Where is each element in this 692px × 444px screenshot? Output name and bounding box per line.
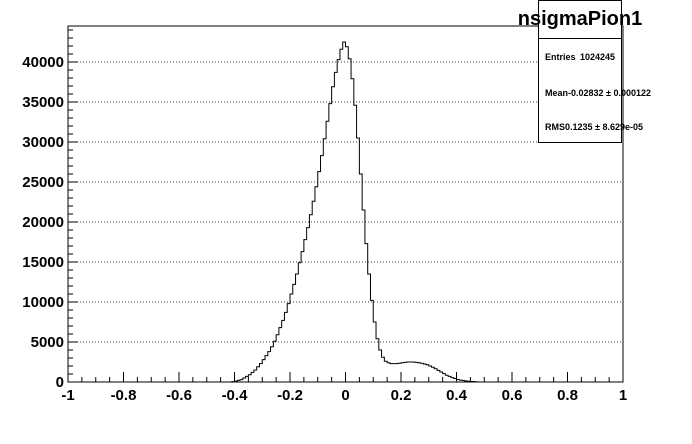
y-tick-label: 20000 xyxy=(22,214,64,231)
x-tick-label: 0.6 xyxy=(502,387,523,404)
stats-title: nsigmaPion1 xyxy=(518,1,642,39)
y-tick-label: 35000 xyxy=(22,94,64,111)
entries-label: Entries xyxy=(545,52,576,62)
x-tick-label: -0.8 xyxy=(111,387,137,404)
histogram-line xyxy=(231,41,480,383)
x-tick-label: 0.2 xyxy=(391,387,412,404)
x-tick-label: -0.6 xyxy=(166,387,192,404)
y-tick-label: 10000 xyxy=(22,294,64,311)
x-tick-label: -0.4 xyxy=(222,387,249,404)
x-tick-label: -1 xyxy=(61,387,74,404)
mean-label: Mean xyxy=(545,88,569,98)
grid-lines xyxy=(68,61,623,343)
y-tick-label: 15000 xyxy=(22,254,64,271)
rms-label: RMS xyxy=(545,122,565,132)
y-tick-label: 0 xyxy=(56,374,64,391)
y-tick-label: 30000 xyxy=(22,134,64,151)
y-tick-label: 25000 xyxy=(22,174,64,191)
x-axis: -1 -0.8 -0.6 -0.4 -0.2 0 0.2 0.4 0.6 0.8 1 xyxy=(61,372,627,404)
x-tick-label: 1 xyxy=(619,387,627,404)
plot-frame xyxy=(67,25,624,383)
y-axis: 0 5000 10000 15000 20000 25000 30000 35000 40000 xyxy=(22,29,78,391)
stats-mean-row: Mean -0.02832 ± 0.000122 xyxy=(545,88,651,98)
mean-value: -0.02832 ± 0.000122 xyxy=(568,88,652,98)
stats-rms-row: RMS 0.1235 ± 8.629e-05 xyxy=(545,122,643,132)
entries-value: 1024245 xyxy=(579,52,615,62)
y-tick-label: 5000 xyxy=(31,334,64,351)
y-tick-label: 40000 xyxy=(22,54,64,71)
x-tick-label: 0.8 xyxy=(557,387,578,404)
x-tick-label: 0 xyxy=(341,387,349,404)
stats-entries-row: Entries 1024245 xyxy=(545,52,615,62)
x-tick-label: -0.2 xyxy=(277,387,303,404)
x-tick-label: 0.4 xyxy=(446,387,468,404)
stats-box: nsigmaPion1 Entries 1024245 Mean -0.0283… xyxy=(518,0,651,143)
rms-value: 0.1235 ± 8.629e-05 xyxy=(565,122,644,132)
